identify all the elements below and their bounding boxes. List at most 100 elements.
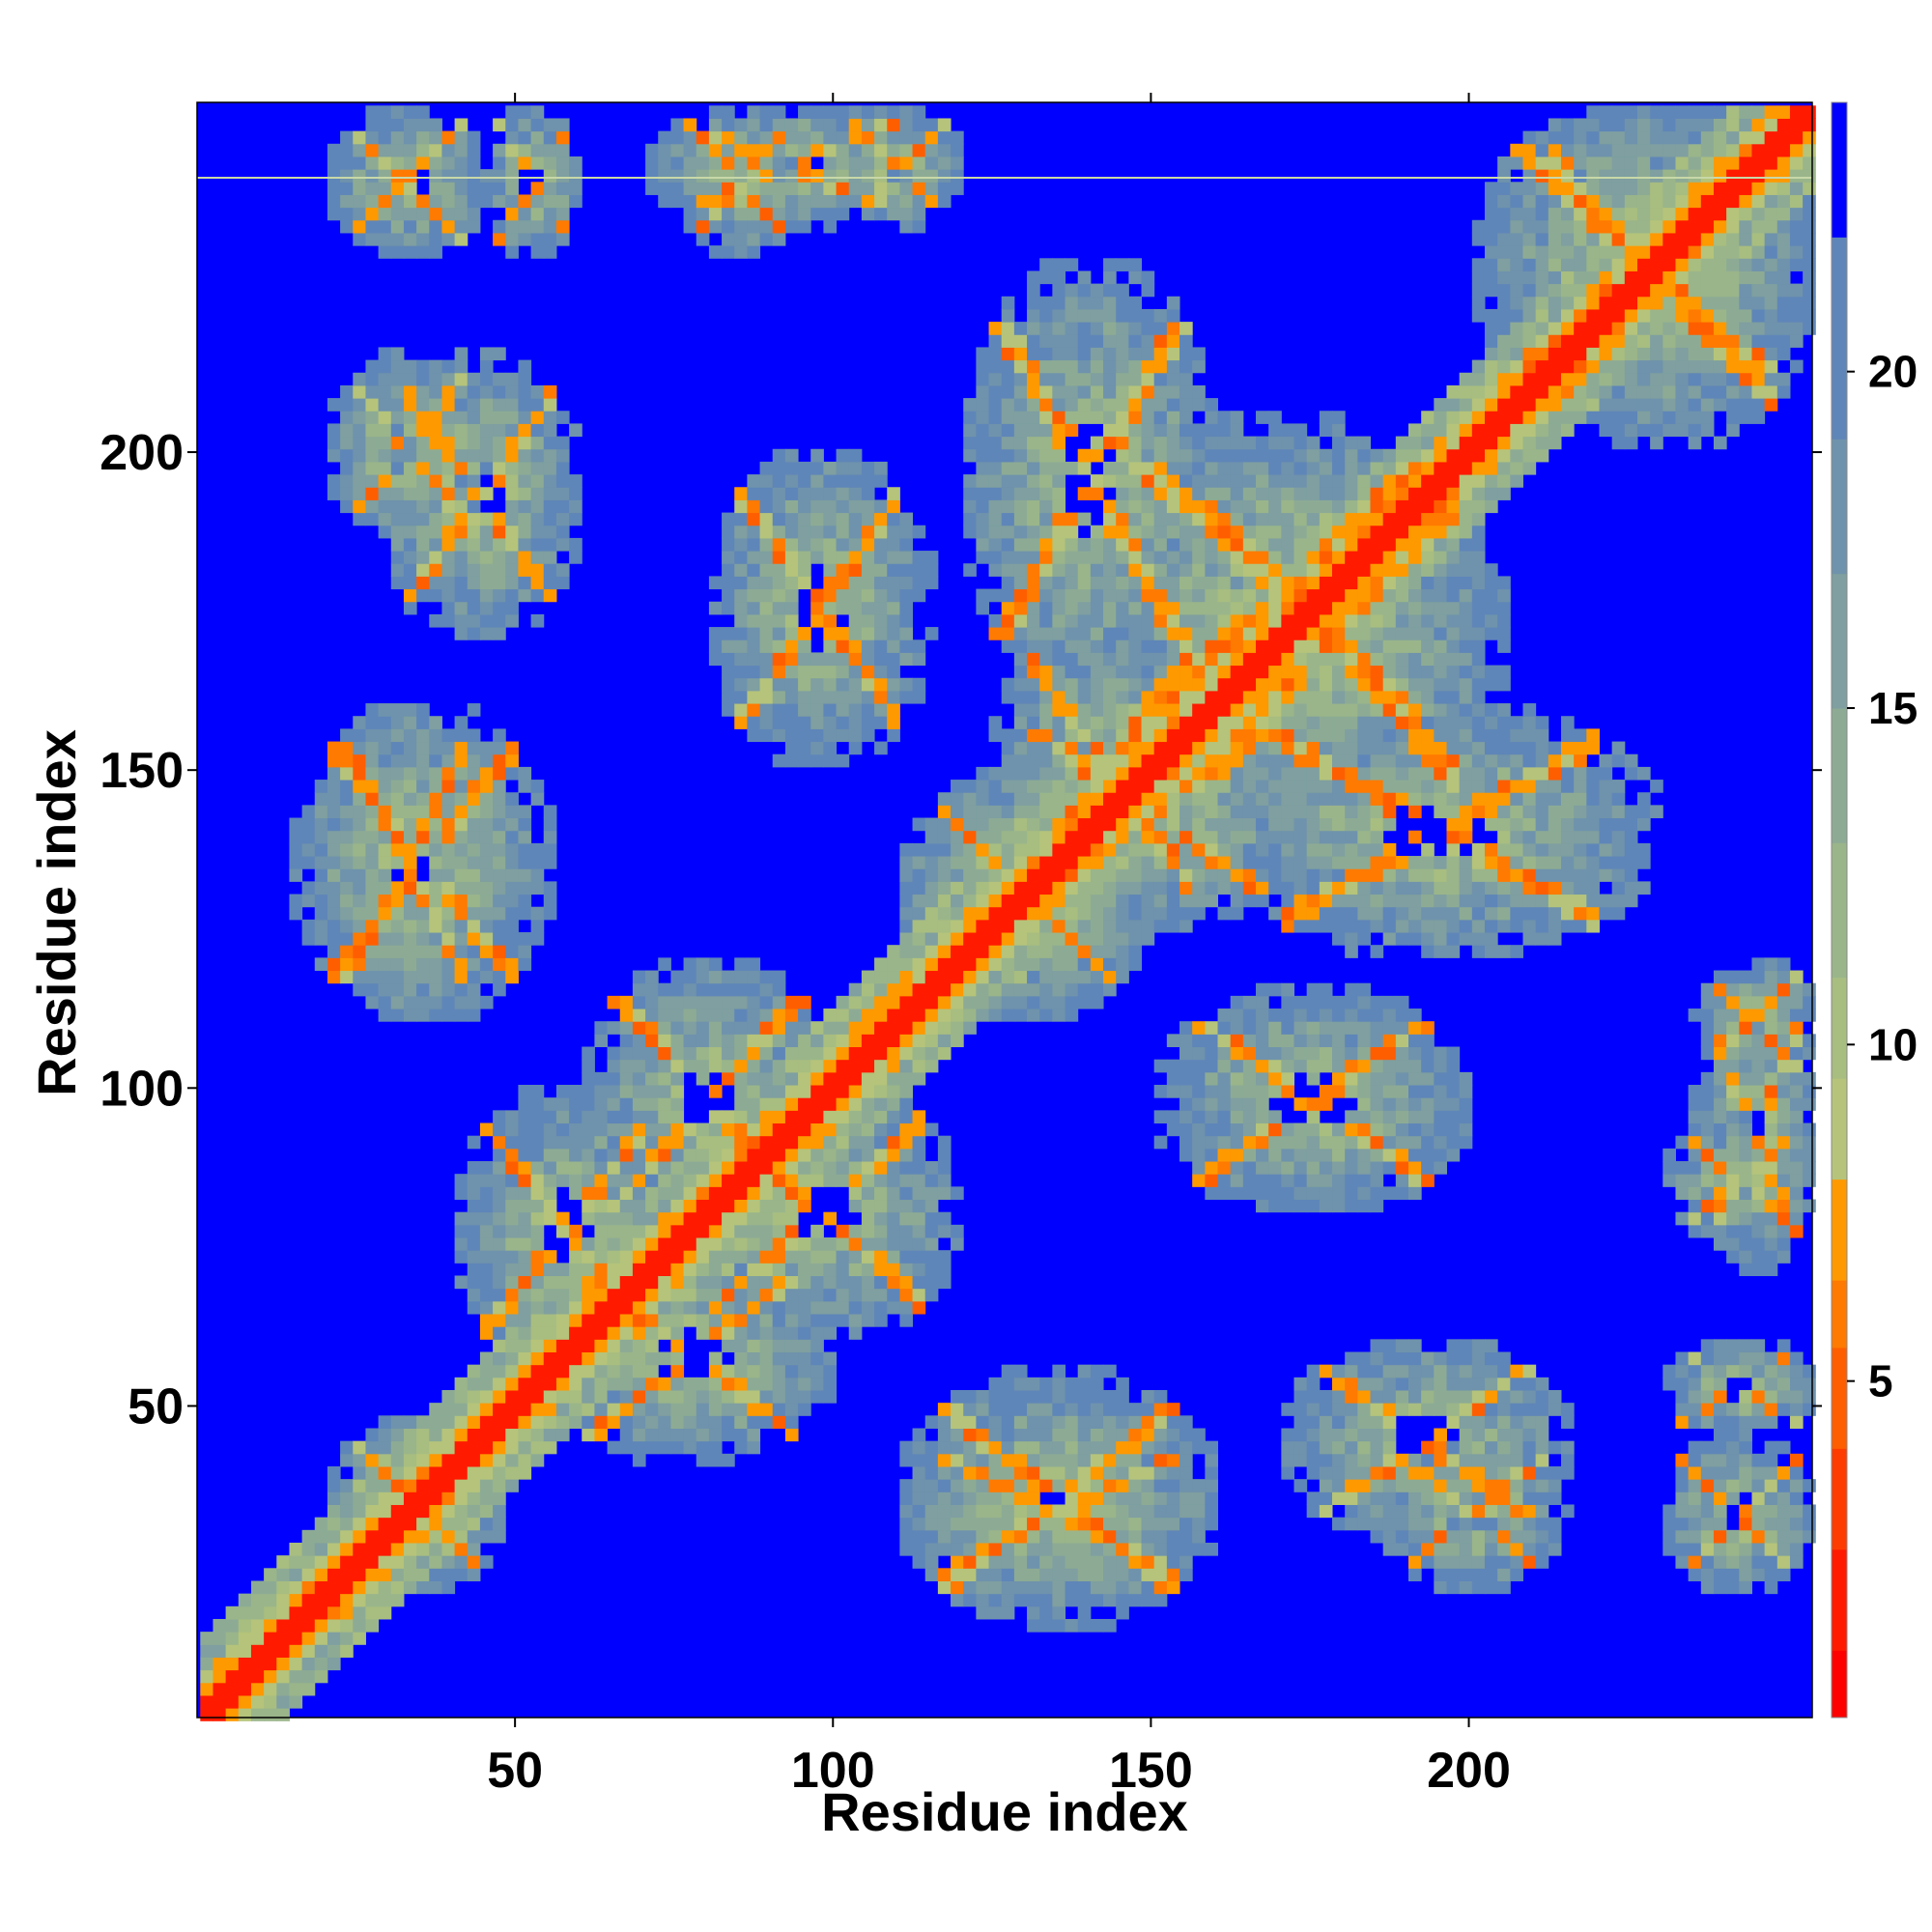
heatmap-cell bbox=[912, 1199, 926, 1213]
heatmap-cell bbox=[988, 563, 1003, 577]
heatmap-cell bbox=[887, 639, 900, 653]
heatmap-cell bbox=[1141, 677, 1155, 692]
heatmap-cell bbox=[454, 551, 469, 564]
heatmap-cell bbox=[861, 525, 875, 539]
heatmap-cell bbox=[747, 982, 761, 997]
heatmap-cell bbox=[1077, 881, 1092, 895]
heatmap-cell bbox=[1065, 461, 1079, 475]
heatmap-cell bbox=[441, 525, 456, 539]
heatmap-cell bbox=[1116, 842, 1129, 857]
heatmap-cell bbox=[658, 1046, 671, 1061]
heatmap-cell bbox=[823, 105, 838, 119]
heatmap-cell bbox=[1103, 881, 1117, 895]
heatmap-cell bbox=[1230, 1161, 1244, 1175]
heatmap-cell bbox=[1027, 1389, 1040, 1404]
heatmap-cell bbox=[798, 1288, 811, 1302]
heatmap-cell bbox=[200, 1682, 213, 1696]
heatmap-cell bbox=[314, 1669, 328, 1684]
heatmap-cell bbox=[1166, 1071, 1180, 1086]
heatmap-cell bbox=[365, 499, 380, 514]
heatmap-cell bbox=[1179, 487, 1193, 500]
heatmap-cell bbox=[543, 588, 557, 603]
heatmap-cell bbox=[912, 995, 926, 1009]
heatmap-cell bbox=[416, 741, 430, 755]
heatmap-cell bbox=[353, 499, 366, 514]
heatmap-cell bbox=[1103, 703, 1117, 717]
heatmap-cell bbox=[1027, 665, 1040, 679]
heatmap-cell bbox=[518, 219, 532, 234]
heatmap-cell bbox=[899, 105, 914, 119]
heatmap-cell bbox=[518, 1339, 532, 1352]
heatmap-cell bbox=[1077, 1403, 1092, 1416]
heatmap-cell bbox=[378, 118, 392, 132]
heatmap-cell bbox=[683, 182, 697, 195]
heatmap-cell bbox=[924, 1555, 939, 1569]
heatmap-cell bbox=[1077, 805, 1092, 819]
heatmap-cell bbox=[543, 1275, 557, 1290]
heatmap-cell bbox=[353, 474, 366, 488]
heatmap-cell bbox=[823, 207, 838, 221]
heatmap-cell bbox=[454, 1504, 469, 1519]
heatmap-cell bbox=[1166, 919, 1180, 933]
heatmap-cell bbox=[467, 411, 481, 424]
heatmap-cell bbox=[594, 1211, 609, 1226]
heatmap-cell bbox=[493, 1403, 506, 1416]
heatmap-cell bbox=[708, 1300, 723, 1315]
heatmap-cell bbox=[1242, 1071, 1257, 1086]
heatmap-cell bbox=[1242, 436, 1257, 450]
heatmap-cell bbox=[937, 805, 952, 819]
heatmap-cell bbox=[798, 1174, 811, 1187]
heatmap-cell bbox=[289, 1694, 303, 1709]
heatmap-cell bbox=[1281, 842, 1295, 857]
heatmap-cell bbox=[1027, 741, 1040, 755]
heatmap-cell bbox=[1090, 1529, 1104, 1544]
heatmap-cell bbox=[390, 499, 405, 514]
heatmap-cell bbox=[1052, 728, 1066, 743]
heatmap-cell bbox=[734, 613, 748, 628]
heatmap-cell bbox=[1103, 423, 1117, 438]
heatmap-cell bbox=[213, 1694, 227, 1709]
heatmap-cell bbox=[505, 957, 519, 972]
heatmap-cell bbox=[1128, 436, 1143, 450]
heatmap-cell bbox=[1039, 716, 1053, 729]
heatmap-cell bbox=[1306, 792, 1321, 806]
heatmap-cell bbox=[607, 1275, 621, 1290]
heatmap-cell bbox=[848, 487, 863, 500]
heatmap-cell bbox=[1179, 805, 1193, 819]
heatmap-cell bbox=[493, 945, 506, 958]
heatmap-cell bbox=[1052, 551, 1066, 564]
heatmap-cell bbox=[874, 1186, 888, 1201]
heatmap-cell bbox=[1090, 995, 1104, 1009]
heatmap-cell bbox=[467, 1465, 481, 1480]
heatmap-cell bbox=[1179, 1440, 1193, 1455]
heatmap-cell bbox=[1205, 563, 1219, 577]
heatmap-cell bbox=[912, 982, 926, 997]
heatmap-cell bbox=[1090, 690, 1104, 704]
heatmap-cell bbox=[378, 894, 392, 908]
heatmap-cell bbox=[1090, 703, 1104, 717]
heatmap-cell bbox=[784, 1009, 799, 1022]
heatmap-cell bbox=[1192, 690, 1206, 704]
heatmap-cell bbox=[734, 130, 748, 145]
heatmap-cell bbox=[1027, 1504, 1040, 1519]
heatmap-cell bbox=[1013, 830, 1028, 844]
heatmap-cell bbox=[924, 118, 939, 132]
heatmap-cell bbox=[390, 525, 405, 539]
heatmap-cell bbox=[353, 728, 366, 743]
heatmap-cell bbox=[530, 105, 545, 119]
heatmap-cell bbox=[1230, 652, 1244, 667]
heatmap-cell bbox=[353, 1580, 366, 1595]
heatmap-cell bbox=[988, 1555, 1003, 1569]
heatmap-cell bbox=[1001, 1364, 1015, 1378]
heatmap-cell bbox=[327, 766, 341, 781]
heatmap-cell bbox=[1039, 842, 1053, 857]
heatmap-cell bbox=[594, 1122, 609, 1137]
heatmap-cell bbox=[1242, 741, 1257, 755]
heatmap-cell bbox=[493, 411, 506, 424]
heatmap-cell bbox=[683, 1440, 697, 1455]
heatmap-cell bbox=[569, 474, 582, 488]
heatmap-cell bbox=[1205, 1186, 1219, 1201]
heatmap-cell bbox=[874, 1250, 888, 1264]
heatmap-cell bbox=[1293, 817, 1308, 832]
heatmap-cell bbox=[951, 169, 964, 183]
